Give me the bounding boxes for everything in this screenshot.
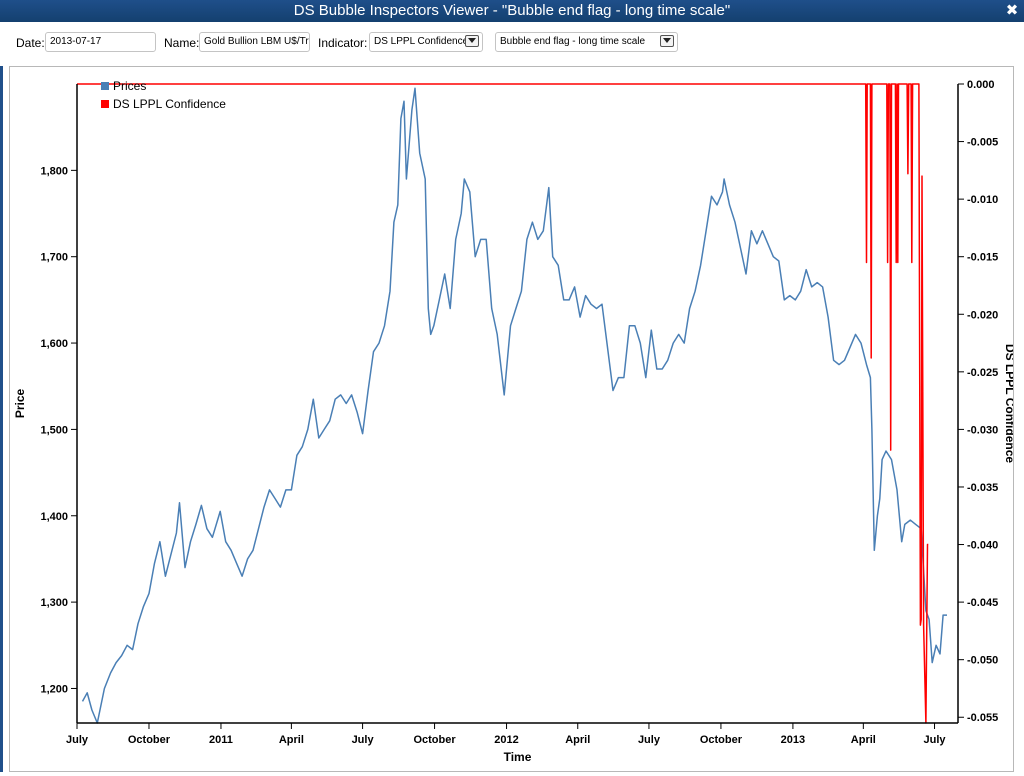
- x-tick-label: October: [700, 734, 743, 746]
- x-ticks: July October 2011 April July October 2012 April…: [66, 723, 946, 746]
- right-tick-label: -0.015: [967, 252, 998, 264]
- plot-area: [77, 83, 947, 724]
- prices-series-line: [81, 87, 947, 724]
- confidence-series-line: [77, 83, 929, 724]
- right-tick-label: -0.045: [967, 597, 998, 609]
- right-tick-label: -0.040: [967, 540, 998, 552]
- window-edge: [0, 66, 3, 772]
- close-icon[interactable]: ✖: [1005, 2, 1019, 19]
- x-tick-label: 2013: [781, 734, 805, 746]
- window-title: DS Bubble Inspectors Viewer - "Bubble en…: [293, 2, 731, 19]
- legend: Prices DS LPPL Confidence: [101, 79, 226, 111]
- right-tick-label: -0.020: [967, 309, 998, 321]
- x-tick-label: July: [924, 734, 947, 746]
- right-tick-label: -0.030: [967, 424, 998, 436]
- indicator-label: Indicator:: [318, 36, 368, 50]
- x-tick-label: April: [279, 734, 304, 746]
- y-axis-title-right: DS LPPL Confidence: [1003, 344, 1013, 463]
- name-label: Name:: [164, 36, 200, 50]
- legend-swatch-prices: [101, 82, 109, 90]
- left-tick-label: 1,200: [40, 683, 68, 695]
- right-ticks: 0.000 -0.005 -0.010 -0.015 -0.020 -0.025 -0.03…: [958, 79, 998, 724]
- legend-swatch-confidence: [101, 100, 109, 108]
- chevron-down-icon[interactable]: [465, 35, 479, 47]
- left-tick-label: 1,400: [40, 511, 68, 523]
- legend-label-confidence: DS LPPL Confidence: [113, 97, 226, 111]
- x-tick-label: 2012: [494, 734, 518, 746]
- left-ticks: 1,200 1,300 1,400 1,500 1,600 1,700 1,800: [40, 165, 77, 695]
- x-tick-label: 2011: [209, 734, 233, 746]
- right-tick-label: 0.000: [967, 79, 995, 91]
- name-input-value: Gold Bullion LBM U$/Tro: [204, 36, 310, 47]
- left-tick-label: 1,700: [40, 252, 68, 264]
- y-axis-title-left: Price: [13, 388, 27, 418]
- flag-select-value: Bubble end flag - long time scale: [500, 36, 646, 47]
- indicator-select[interactable]: DS LPPL Confidence: [369, 32, 483, 52]
- left-tick-label: 1,500: [40, 424, 68, 436]
- x-tick-label: April: [851, 734, 876, 746]
- axes: 1,200 1,300 1,400 1,500 1,600 1,700 1,800 0.00…: [40, 79, 998, 746]
- right-tick-label: -0.035: [967, 482, 998, 494]
- right-tick-label: -0.055: [967, 712, 998, 724]
- name-input[interactable]: Gold Bullion LBM U$/Tro: [199, 32, 310, 52]
- x-tick-label: July: [638, 734, 661, 746]
- right-tick-label: -0.005: [967, 137, 998, 149]
- date-input-value: 2013-07-17: [50, 36, 102, 47]
- chart-svg: 1,200 1,300 1,400 1,500 1,600 1,700 1,800 0.00…: [13, 79, 1017, 764]
- indicator-select-value: DS LPPL Confidence: [374, 36, 469, 47]
- toolbar: Date: 2013-07-17 Name: Gold Bullion LBM …: [0, 22, 1024, 64]
- x-tick-label: July: [66, 734, 89, 746]
- left-tick-label: 1,300: [40, 597, 68, 609]
- x-tick-label: April: [565, 734, 590, 746]
- chevron-down-icon[interactable]: [660, 35, 674, 47]
- left-tick-label: 1,800: [40, 165, 68, 177]
- right-tick-label: -0.025: [967, 367, 998, 379]
- date-label: Date:: [16, 36, 45, 50]
- x-tick-label: October: [128, 734, 171, 746]
- right-tick-label: -0.010: [967, 194, 998, 206]
- right-tick-label: -0.050: [967, 655, 998, 667]
- x-axis-title: Time: [504, 750, 532, 764]
- chart-panel: 1,200 1,300 1,400 1,500 1,600 1,700 1,800 0.00…: [9, 66, 1017, 772]
- date-input[interactable]: 2013-07-17: [45, 32, 156, 52]
- flag-select[interactable]: Bubble end flag - long time scale: [495, 32, 678, 52]
- x-tick-label: October: [413, 734, 456, 746]
- x-tick-label: July: [352, 734, 375, 746]
- legend-label-prices: Prices: [113, 79, 146, 93]
- window-titlebar: DS Bubble Inspectors Viewer - "Bubble en…: [0, 0, 1024, 23]
- left-tick-label: 1,600: [40, 338, 68, 350]
